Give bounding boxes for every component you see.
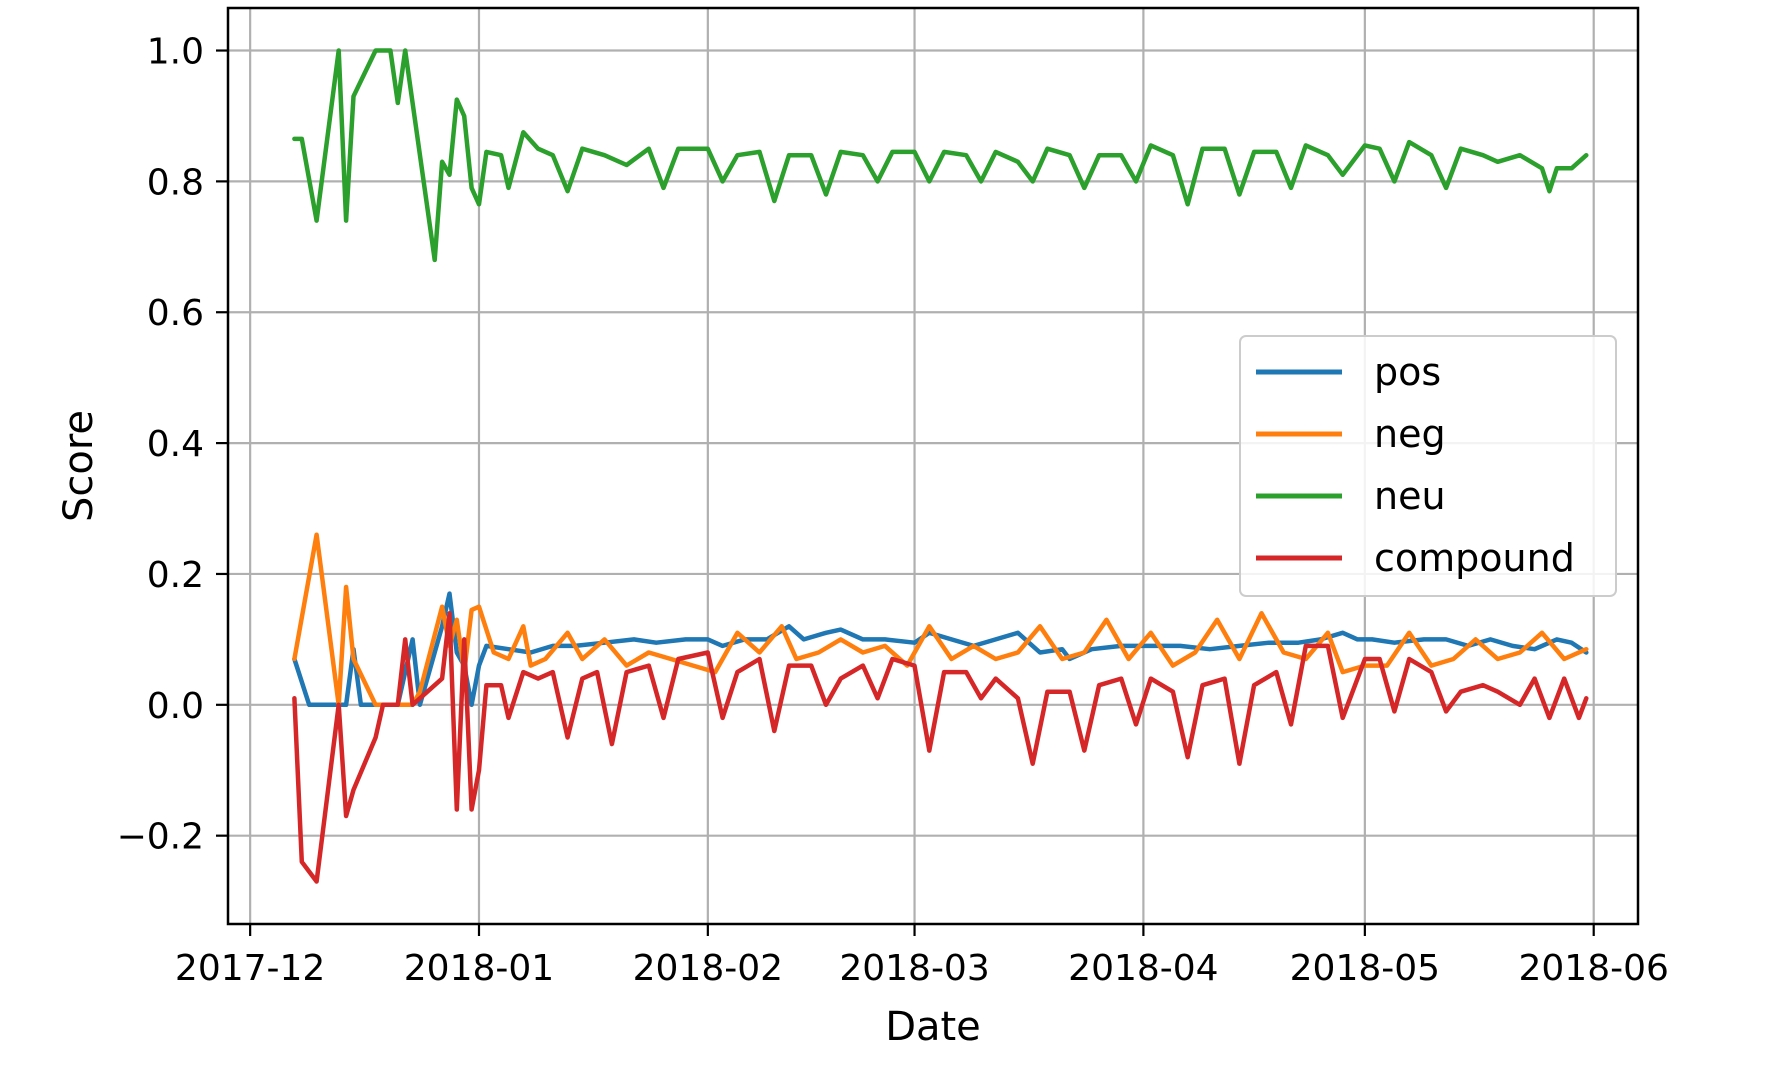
legend: pos neg neu compound (1239, 335, 1617, 597)
x-axis-title: Date (885, 1004, 981, 1050)
legend-label-compound: compound (1374, 536, 1575, 580)
x-tick-label: 2018-02 (633, 948, 783, 989)
legend-label-pos: pos (1374, 350, 1441, 394)
x-tick-label: 2018-01 (404, 948, 554, 989)
x-tick-label: 2018-05 (1290, 948, 1440, 989)
series-lines (292, 48, 1589, 884)
series-line-neu (292, 48, 1589, 263)
y-tick-label: 0.2 (147, 555, 204, 596)
y-axis-title: Score (56, 410, 102, 522)
y-axis-ticks: −0.2 0.0 0.2 0.4 0.6 0.8 1.0 (117, 32, 228, 858)
legend-label-neg: neg (1374, 412, 1446, 456)
legend-label-neu: neu (1374, 474, 1446, 518)
x-tick-label: 2018-06 (1518, 948, 1668, 989)
x-tick-label: 2017-12 (175, 948, 325, 989)
x-tick-label: 2018-03 (839, 948, 989, 989)
legend-box (1239, 335, 1617, 597)
plot-area-frame (226, 6, 1640, 926)
x-axis-ticks: 2017-12 2018-01 2018-02 2018-03 2018-04 2018-… (175, 924, 1669, 989)
series-line-compound (292, 610, 1589, 884)
y-tick-label: 0.8 (147, 162, 204, 203)
y-tick-label: 0.4 (147, 424, 204, 465)
y-tick-label: −0.2 (117, 817, 204, 858)
y-tick-label: 0.0 (147, 686, 204, 727)
y-tick-label: 0.6 (147, 293, 204, 334)
x-tick-label: 2018-04 (1068, 948, 1218, 989)
y-tick-label: 1.0 (147, 32, 204, 73)
